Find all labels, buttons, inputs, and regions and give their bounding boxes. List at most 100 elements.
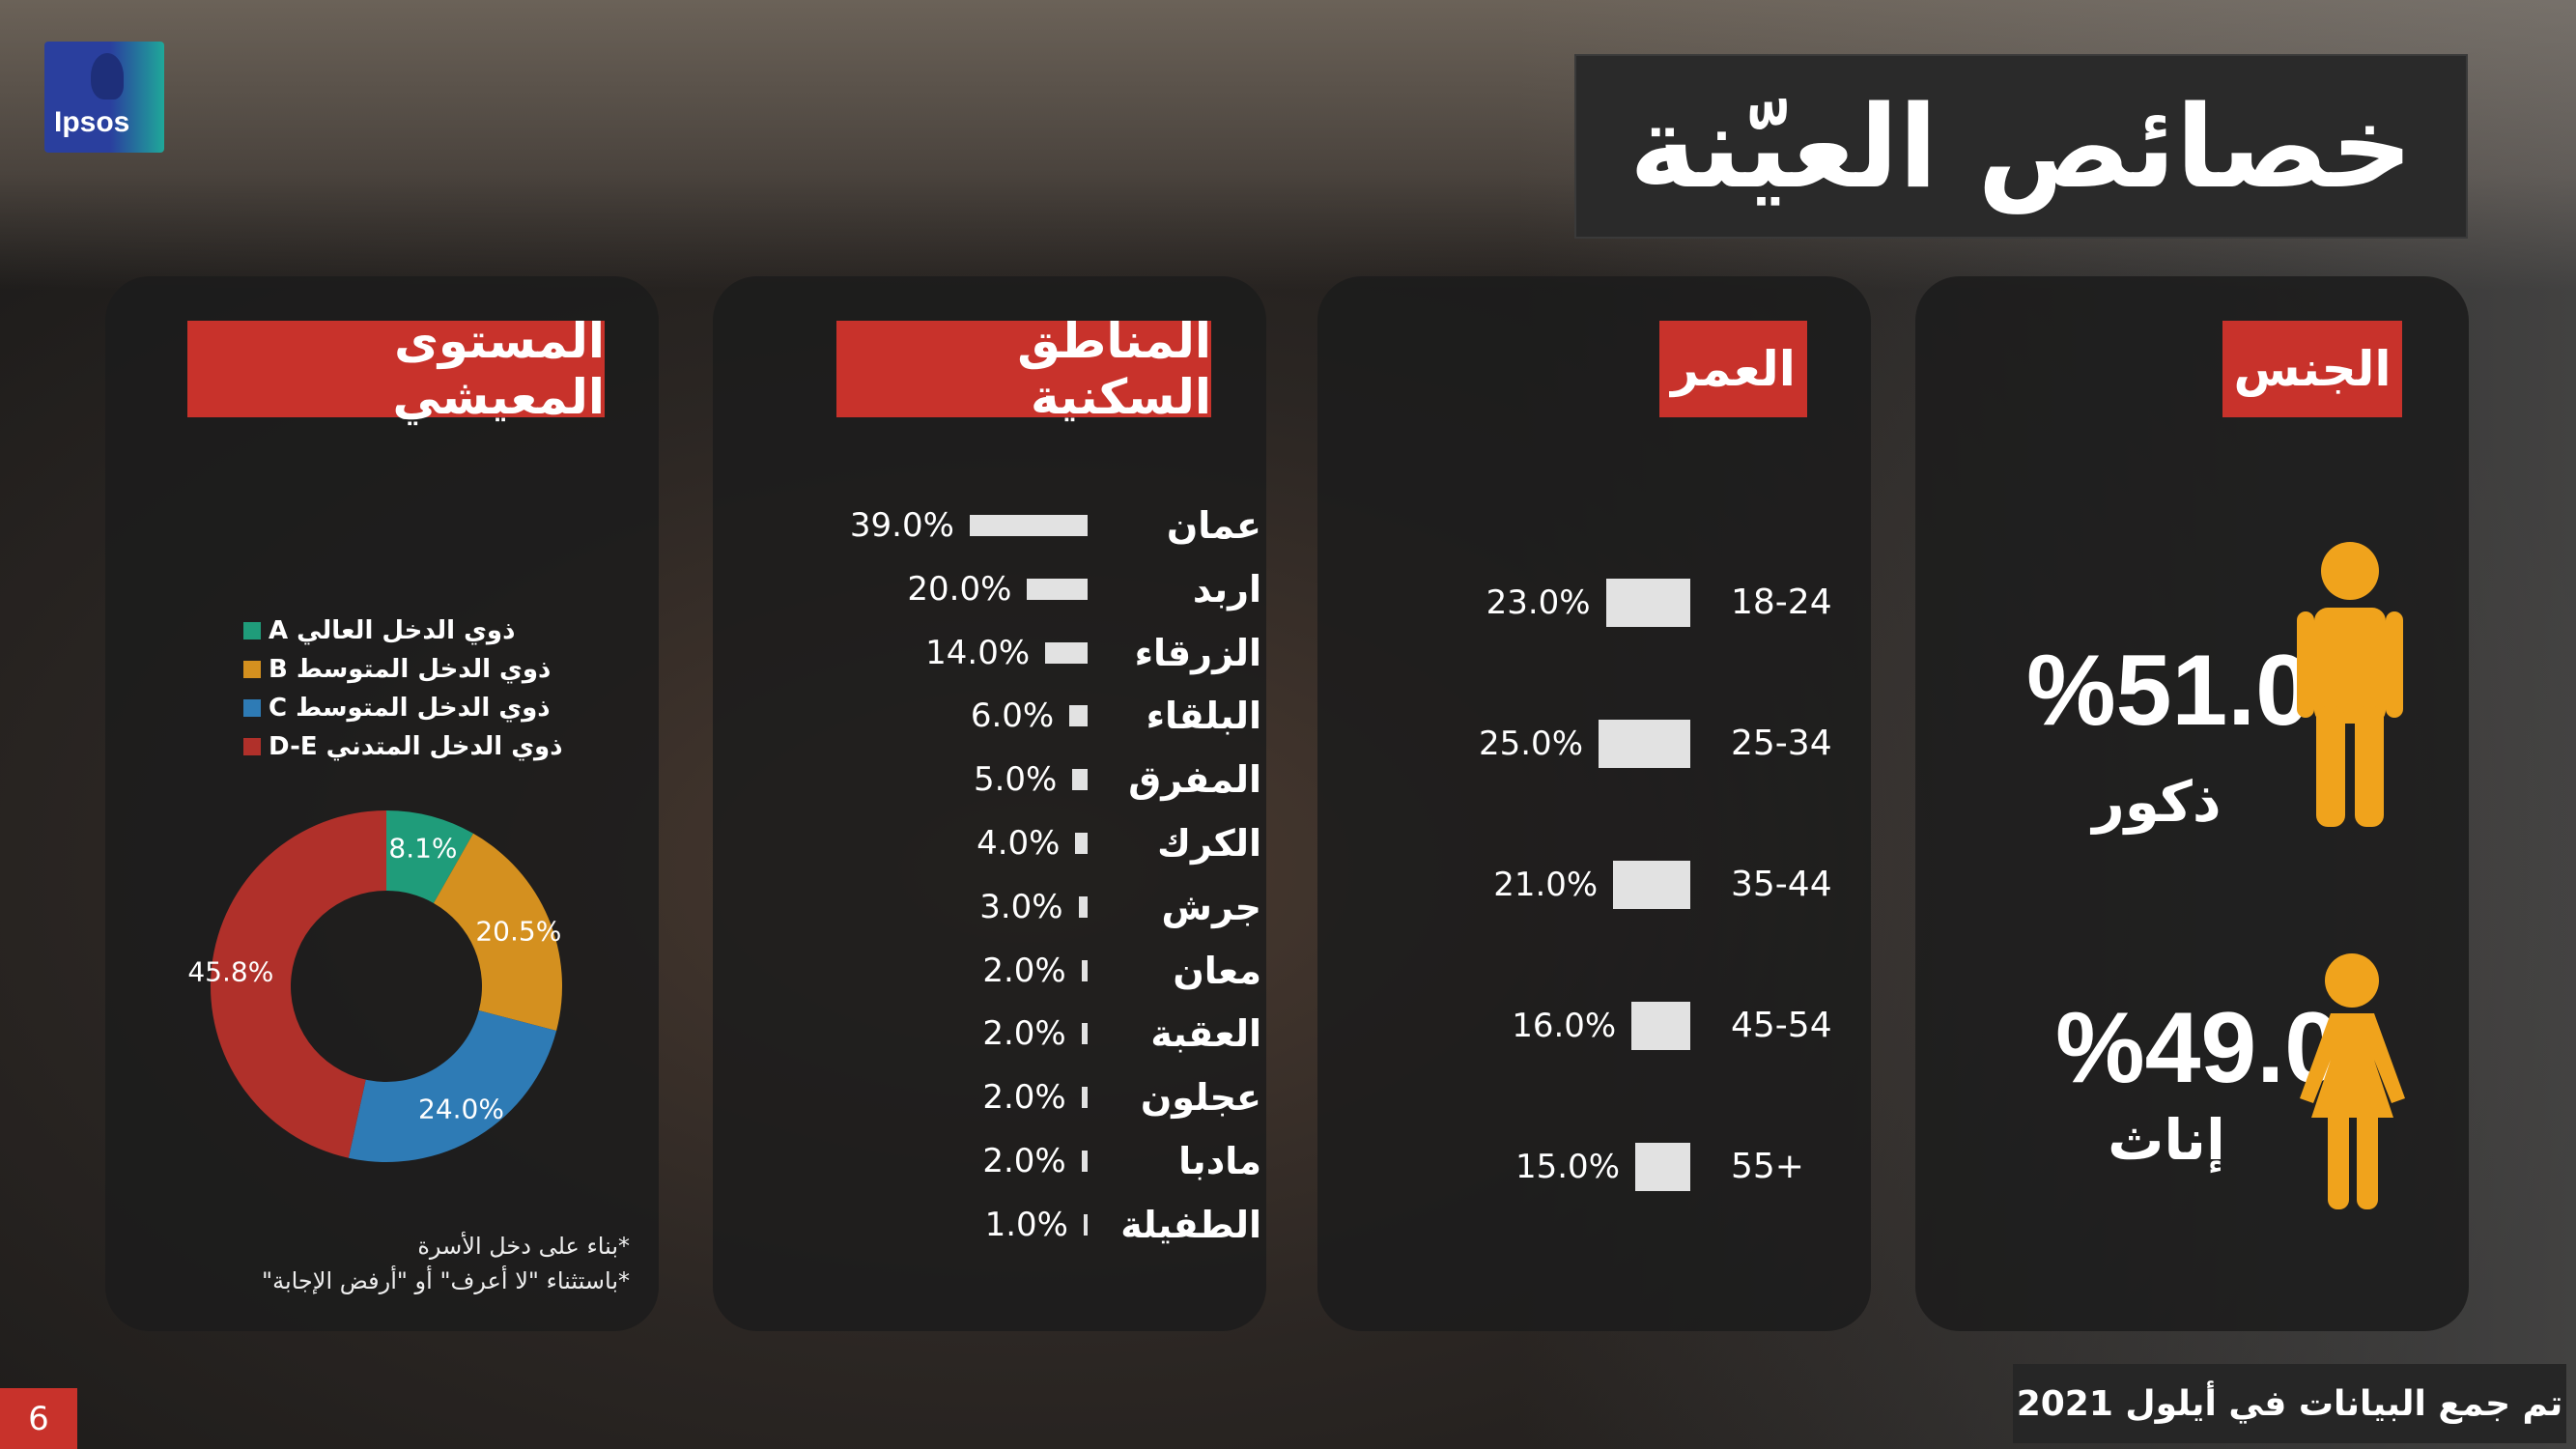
legend-swatch: [243, 699, 261, 717]
male-value: %51.0: [2026, 635, 2311, 747]
region-row: 5.0% المفرق: [713, 755, 1266, 804]
region-bar: [1081, 1023, 1088, 1045]
age-label: 45-54: [1731, 1006, 1832, 1045]
region-row: 4.0% الكرك: [713, 819, 1266, 867]
region-label: المفرق: [1128, 758, 1261, 802]
region-row: 1.0% الطفيلة: [713, 1201, 1266, 1249]
region-row: 6.0% البلقاء: [713, 692, 1266, 740]
region-bar: [1081, 1151, 1088, 1172]
region-label: جرش: [1161, 885, 1261, 928]
age-value: 23.0%: [1486, 583, 1591, 622]
region-label: الزرقاء: [1134, 631, 1261, 674]
region-row: 14.0% الزرقاء: [713, 629, 1266, 677]
legend-swatch: [243, 661, 261, 678]
region-value: 4.0%: [977, 824, 1061, 863]
page-title: خصائص العيّنة: [1574, 54, 2468, 239]
legend-item: ذوي الدخل المتوسط B: [243, 655, 551, 684]
region-value: 3.0%: [979, 887, 1063, 926]
age-label: 35-44: [1731, 865, 1832, 904]
legend-swatch: [243, 622, 261, 639]
logo-text: Ipsos: [54, 106, 130, 138]
page-number: 6: [0, 1388, 77, 1449]
region-label: العقبة: [1150, 1012, 1261, 1056]
age-value: 21.0%: [1493, 866, 1599, 904]
age-row: 15.0% 55+: [1317, 1143, 1871, 1191]
region-label: الكرك: [1157, 822, 1261, 865]
region-row: 39.0% عمان: [713, 501, 1266, 550]
region-bar: [969, 515, 1088, 536]
region-bar: [1081, 1087, 1088, 1109]
donut-slice-A: [386, 810, 473, 903]
regions-panel: المناطق السكنية 39.0% عمان 20.0% اربد 14.0% ا…: [713, 276, 1266, 1331]
income-donut-chart: 8.1% 20.5% 24.0% 45.8%: [187, 810, 562, 1162]
legend-label: ذوي الدخل المتوسط B: [269, 655, 552, 684]
region-bar: [1081, 959, 1088, 981]
ipsos-logo: Ipsos: [44, 42, 164, 153]
living-standard-panel: المستوى المعيشي ذوي الدخل العالي A ذوي ال…: [105, 276, 659, 1331]
region-label: عجلون: [1140, 1076, 1261, 1120]
region-bar: [1027, 578, 1088, 600]
region-bar: [1084, 1213, 1088, 1236]
age-row: 16.0% 45-54: [1317, 1002, 1871, 1050]
region-value: 20.0%: [907, 569, 1012, 609]
region-label: الطفيلة: [1120, 1203, 1261, 1246]
donut-slice-D-E: [211, 810, 386, 1158]
age-row: 21.0% 35-44: [1317, 861, 1871, 909]
age-row: 23.0% 18-24: [1317, 579, 1871, 627]
gender-panel: الجنس %51.0 ذكور %49.0 إناث: [1915, 276, 2469, 1331]
age-label: 25-34: [1731, 724, 1832, 763]
age-label: 18-24: [1731, 582, 1832, 622]
legend-label: ذوي الدخل المتدني D-E: [269, 732, 563, 761]
region-row: 2.0% معان: [713, 947, 1266, 995]
age-value: 25.0%: [1478, 724, 1583, 763]
legend-item: ذوي الدخل المتدني D-E: [243, 732, 563, 761]
region-value: 2.0%: [982, 951, 1066, 990]
region-bar: [1072, 769, 1088, 791]
region-bar: [1078, 895, 1088, 918]
donut-label: 8.1%: [388, 832, 457, 864]
region-label: عمان: [1166, 504, 1261, 547]
region-value: 2.0%: [982, 1142, 1066, 1180]
male-person-icon: [2297, 542, 2403, 827]
data-collection-note: تم جمع البيانات في أيلول 2021: [2013, 1364, 2566, 1443]
age-bar: [1605, 579, 1690, 627]
region-label: اربد: [1192, 567, 1261, 611]
female-person-icon: [2300, 953, 2405, 1209]
female-label: إناث: [2108, 1107, 2225, 1173]
region-row: 2.0% العقبة: [713, 1009, 1266, 1058]
age-label: 55+: [1731, 1147, 1804, 1186]
age-bar: [1631, 1002, 1690, 1050]
region-value: 14.0%: [925, 633, 1031, 672]
region-row: 3.0% جرش: [713, 883, 1266, 931]
region-bar: [1069, 705, 1088, 727]
legend-label: ذوي الدخل العالي A: [269, 616, 516, 645]
age-bar: [1599, 720, 1690, 768]
region-value: 2.0%: [982, 1014, 1066, 1054]
region-bar: [1075, 833, 1088, 854]
male-label: ذكور: [2092, 769, 2222, 835]
age-row: 25.0% 25-34: [1317, 720, 1871, 768]
female-value: %49.0: [2055, 992, 2340, 1104]
donut-label: 20.5%: [475, 915, 561, 947]
legend-item: ذوي الدخل العالي A: [243, 616, 515, 645]
gender-header: الجنس: [2222, 321, 2402, 417]
living-header: المستوى المعيشي: [187, 313, 605, 425]
region-value: 39.0%: [849, 506, 954, 545]
donut-label: 24.0%: [418, 1094, 504, 1125]
regions-header: المناطق السكنية: [836, 313, 1211, 425]
donut-slice-C: [348, 1010, 557, 1162]
legend-swatch: [243, 738, 261, 755]
region-bar: [1045, 641, 1088, 664]
region-value: 6.0%: [970, 696, 1055, 736]
age-header: العمر: [1659, 321, 1807, 417]
footnote-2: *باستثناء "لا أعرف" أو "أرفض الإجابة": [262, 1267, 630, 1294]
region-row: 2.0% عجلون: [713, 1073, 1266, 1122]
donut-label: 45.8%: [187, 956, 273, 988]
legend-item: ذوي الدخل المتوسط C: [243, 694, 551, 723]
age-bar: [1635, 1143, 1690, 1191]
footnote-1: *بناء على دخل الأسرة: [417, 1233, 630, 1260]
region-value: 5.0%: [973, 760, 1058, 800]
donut-slice-B: [433, 833, 562, 1031]
region-value: 1.0%: [984, 1205, 1068, 1244]
region-row: 20.0% اربد: [713, 565, 1266, 613]
